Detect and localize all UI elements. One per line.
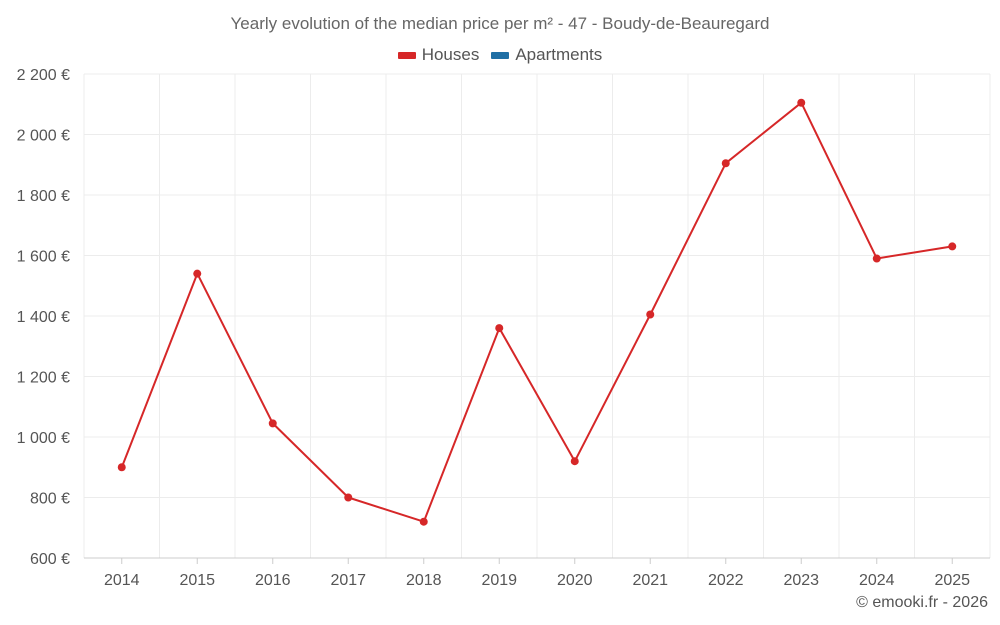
legend: Houses Apartments (0, 45, 1000, 65)
legend-label-houses: Houses (421, 45, 480, 64)
x-tick-label: 2016 (255, 572, 291, 589)
x-tick-label: 2024 (859, 572, 895, 589)
data-point (344, 493, 353, 502)
y-tick-label: 1 000 € (17, 430, 70, 447)
legend-swatch-houses (397, 51, 416, 59)
data-point (193, 269, 202, 278)
y-tick-label: 1 400 € (17, 309, 70, 326)
y-tick-label: 1 800 € (17, 188, 70, 205)
data-point (495, 324, 504, 333)
y-tick-label: 2 200 € (17, 67, 70, 84)
chart-title: Yearly evolution of the median price per… (230, 14, 770, 33)
data-point (268, 419, 277, 428)
credit-text: © emooki.fr - 2026 (856, 594, 988, 611)
x-tick-label: 2025 (934, 572, 970, 589)
data-point (570, 457, 579, 466)
y-tick-label: 2 000 € (17, 128, 70, 145)
data-point (797, 98, 806, 107)
y-tick-label: 600 € (30, 551, 70, 568)
x-tick-label: 2022 (708, 572, 744, 589)
x-tick-label: 2019 (481, 572, 517, 589)
legend-swatch-apartments (491, 51, 510, 59)
legend-label-apartments: Apartments (515, 45, 603, 64)
data-point (646, 310, 655, 319)
y-tick-label: 800 € (30, 491, 70, 508)
x-tick-label: 2023 (783, 572, 819, 589)
data-point (948, 242, 957, 251)
legend-item-houses[interactable]: Houses (397, 45, 480, 65)
y-tick-label: 1 200 € (17, 370, 70, 387)
series-line-houses (120, 101, 953, 523)
x-tick-label: 2021 (632, 572, 668, 589)
data-point (419, 517, 428, 526)
x-tick-label: 2014 (104, 572, 140, 589)
x-tick-label: 2017 (330, 572, 366, 589)
x-tick-label: 2020 (557, 572, 593, 589)
y-tick-label: 1 600 € (17, 249, 70, 266)
data-point (872, 254, 881, 263)
data-point (721, 159, 730, 168)
legend-item-apartments[interactable]: Apartments (491, 45, 602, 65)
x-tick-label: 2015 (179, 572, 215, 589)
data-point (117, 463, 126, 472)
x-tick-label: 2018 (406, 572, 442, 589)
